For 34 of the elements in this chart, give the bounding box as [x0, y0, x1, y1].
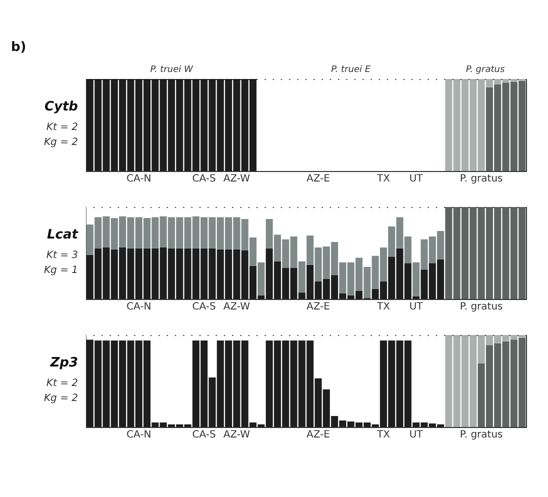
x-tick-label: UT: [409, 302, 424, 312]
x-tick-label: TX: [376, 430, 390, 440]
x-tick-label: P. gratus: [460, 174, 503, 184]
text: Kt = 3: [46, 250, 78, 261]
text: b): [11, 40, 26, 55]
x-tick-label: P. gratus: [460, 302, 503, 312]
x-tick-label: AZ-E: [306, 302, 330, 312]
x-tick-label: CA-S: [192, 302, 216, 312]
text: P. gratus: [466, 65, 505, 75]
x-tick-label: AZ-W: [223, 302, 250, 312]
x-tick-label: AZ-E: [306, 174, 330, 184]
x-tick-label: CA-N: [126, 430, 152, 440]
text: Kt = 2: [46, 122, 78, 133]
text: Kt = 2: [46, 378, 78, 389]
text: P. truei W: [150, 65, 194, 75]
x-tick-label: P. gratus: [460, 430, 503, 440]
text: P. truei E: [331, 65, 371, 75]
text: Lcat: [47, 228, 79, 243]
x-tick-label: AZ-W: [223, 430, 250, 440]
x-tick-label: UT: [409, 174, 424, 184]
x-tick-label: CA-N: [126, 174, 152, 184]
x-tick-label: TX: [376, 174, 390, 184]
x-tick-label: UT: [409, 430, 424, 440]
text: Zp3: [49, 356, 78, 371]
x-tick-label: CA-S: [192, 174, 216, 184]
text: Kg = 1: [44, 264, 78, 276]
text: Kg = 2: [44, 136, 78, 148]
text: Kg = 2: [44, 392, 78, 404]
x-tick-label: CA-S: [192, 430, 216, 440]
x-tick-label: TX: [376, 302, 390, 312]
text: Cytb: [44, 100, 78, 115]
x-tick-label: CA-N: [126, 302, 152, 312]
x-tick-label: AZ-W: [223, 174, 250, 184]
x-tick-label: AZ-E: [306, 430, 330, 440]
